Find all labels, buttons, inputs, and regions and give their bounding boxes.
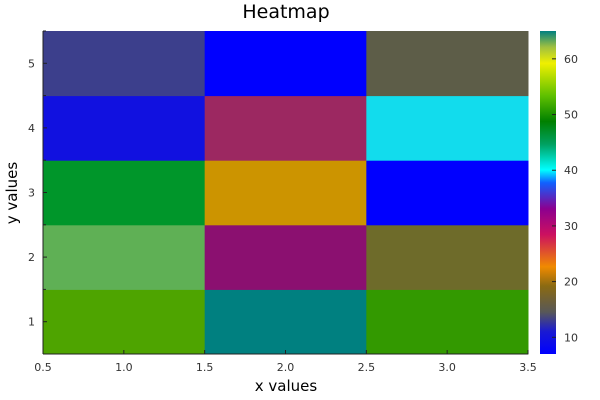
x-tick-label: 3.0 <box>438 361 456 374</box>
x-tick-label: 1.5 <box>196 361 214 374</box>
colorbar-tick-label: 30 <box>564 220 578 233</box>
x-tick-label: 1.0 <box>115 361 133 374</box>
heatmap-cell <box>204 289 367 355</box>
colorbar-tick-label: 10 <box>564 331 578 344</box>
heatmap-cell <box>366 31 529 97</box>
y-tick-label: 3 <box>28 187 35 200</box>
y-tick-label: 5 <box>28 57 35 70</box>
heatmap-cells <box>43 31 529 355</box>
x-axis-label: x values <box>255 377 318 395</box>
x-tick-label: 2.5 <box>358 361 376 374</box>
x-tick-label: 0.5 <box>34 361 52 374</box>
colorbar-tick-label: 20 <box>564 276 578 289</box>
y-tick-label: 1 <box>28 316 35 329</box>
heatmap-cell <box>366 224 529 290</box>
x-tick-label: 3.5 <box>519 361 537 374</box>
heatmap-cell <box>43 224 206 290</box>
x-axis: 0.5 1.0 1.5 2.0 2.5 3.0 3.5 <box>34 350 537 374</box>
y-tick-label: 4 <box>28 122 35 135</box>
heatmap-cell <box>366 95 529 161</box>
y-tick-label: 2 <box>28 251 35 264</box>
colorbar-tick-label: 60 <box>564 53 578 66</box>
heatmap-cell <box>43 31 206 97</box>
x-tick-label: 2.0 <box>277 361 295 374</box>
heatmap-cell <box>43 289 206 355</box>
heatmap-cell <box>204 160 367 226</box>
heatmap-cell <box>43 95 206 161</box>
heatmap-cell <box>204 31 367 97</box>
colorbar-tick-label: 40 <box>564 164 578 177</box>
colorbar-gradient <box>540 31 556 354</box>
y-axis-label: y values <box>3 162 21 225</box>
heatmap-cell <box>366 160 529 226</box>
colorbar-tick-label: 50 <box>564 109 578 122</box>
heatmap-cell <box>366 289 529 355</box>
colorbar: 10 20 30 40 50 60 <box>540 31 578 354</box>
heatmap-cell <box>204 95 367 161</box>
heatmap-cell <box>43 160 206 226</box>
heatmap-cell <box>204 224 367 290</box>
chart-title: Heatmap <box>242 1 329 23</box>
y-axis: 1 2 3 4 5 <box>28 30 47 355</box>
